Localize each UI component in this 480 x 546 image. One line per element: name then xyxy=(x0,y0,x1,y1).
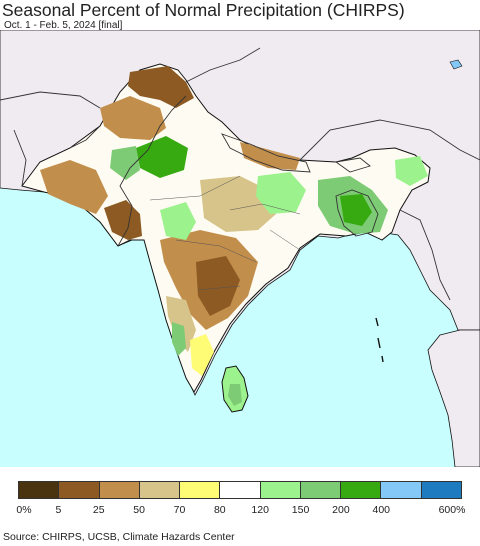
wet-northeast xyxy=(395,156,428,186)
legend-tick-label: 80 xyxy=(213,504,226,516)
legend-swatch xyxy=(139,482,181,498)
sri-lanka-wet-core xyxy=(228,384,242,406)
dry-karnataka xyxy=(166,296,196,352)
border-bangladesh xyxy=(335,189,379,237)
very-dry-deccan xyxy=(196,256,240,316)
wet-punjab xyxy=(136,136,188,178)
legend-swatch xyxy=(300,482,342,498)
outside-land-southeast xyxy=(427,329,480,467)
legend-swatch xyxy=(220,482,261,498)
yellow-south xyxy=(190,334,214,376)
admin-lines xyxy=(149,175,301,291)
lake xyxy=(449,59,463,70)
border-nepal xyxy=(221,133,311,173)
precipitation-map xyxy=(0,30,480,467)
legend-tick-label: 200 xyxy=(332,504,350,516)
dry-gujarat xyxy=(104,200,142,240)
legend-tick-label: 0% xyxy=(16,504,32,516)
dry-north-west xyxy=(100,96,166,140)
border-bhutan xyxy=(334,157,371,173)
dry-balochistan xyxy=(40,160,108,214)
legend-swatch xyxy=(421,482,461,498)
legend-tick-label: 25 xyxy=(92,504,105,516)
legend-swatch xyxy=(180,482,221,498)
border-china xyxy=(185,47,480,161)
border-myanmar xyxy=(399,209,451,301)
legend-tick-label: 50 xyxy=(133,504,145,516)
wet-kerala xyxy=(172,322,186,356)
legend-swatch xyxy=(19,482,60,498)
legend-colorbar xyxy=(18,481,462,499)
source-credit: Source: CHIRPS, UCSB, Climate Hazards Ce… xyxy=(3,531,235,543)
dry-kashmir xyxy=(128,66,194,108)
map-title: Seasonal Percent of Normal Precipitation… xyxy=(2,0,405,20)
wet-bengal-core xyxy=(340,194,372,226)
border-afghanistan xyxy=(0,91,101,149)
legend-swatch xyxy=(59,482,100,498)
wet-punjab-halo xyxy=(110,146,140,180)
dry-nepal xyxy=(240,142,300,170)
legend-tick-label: 400 xyxy=(372,504,391,516)
legend-swatch xyxy=(260,482,301,498)
border-iran xyxy=(13,129,27,187)
wet-madhya xyxy=(160,202,196,240)
andaman-islands xyxy=(375,317,384,363)
legend-swatch xyxy=(341,482,382,498)
map-subtitle: Oct. 1 - Feb. 5, 2024 [final] xyxy=(4,20,123,31)
border-pakistan-india xyxy=(117,95,187,247)
legend-tick-label: 5 xyxy=(55,504,62,516)
legend-tick-label: 70 xyxy=(173,504,186,516)
legend-swatch xyxy=(99,482,140,498)
legend-tick-label: 600% xyxy=(438,504,466,516)
legend-tick-label: 150 xyxy=(291,504,310,516)
legend-tick-label: 120 xyxy=(251,504,269,516)
wet-gangetic xyxy=(256,172,306,214)
legend-swatch xyxy=(381,482,422,498)
